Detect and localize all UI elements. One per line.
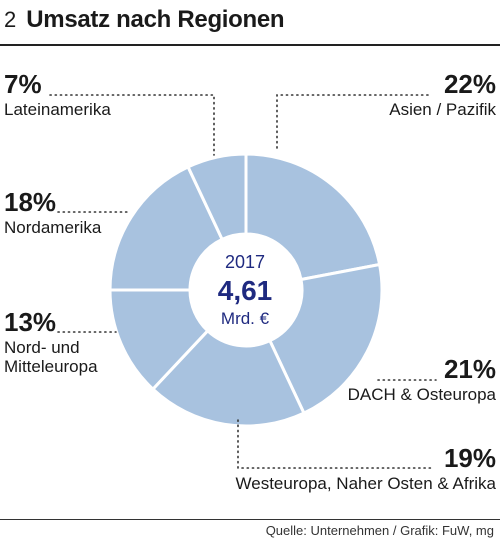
- slice-pct: 21%: [443, 354, 496, 384]
- slice-pct: 19%: [443, 443, 496, 473]
- donut-slice-dach-osteuropa: [267, 262, 384, 416]
- label-asien-pazifik: 22% Asien / Pazifik: [389, 69, 496, 119]
- center-value: 4,61: [217, 275, 273, 306]
- center-year: 2017: [224, 252, 266, 272]
- leader-westeuropa: [237, 419, 435, 469]
- label-dach-osteuropa: 21% DACH & Osteuropa: [347, 354, 496, 404]
- label-nord-mitteleuropa: 13% Nord- und Mitteleuropa: [4, 307, 114, 377]
- header-rule: [0, 44, 500, 46]
- label-lateinamerika: 7% Lateinamerika: [4, 69, 111, 119]
- donut-slices: [108, 152, 384, 428]
- slice-pct: 13%: [4, 307, 57, 337]
- slice-pct: 22%: [443, 69, 496, 99]
- chart-header: 2 Umsatz nach Regionen: [4, 6, 285, 40]
- donut-slice-nordamerika: [108, 164, 225, 292]
- source-note: Quelle: Unternehmen / Grafik: FuW, mg: [265, 523, 494, 538]
- donut-slice-westeuropa-naher-osten-afrika: [150, 328, 306, 428]
- donut-slice-lateinamerika: [186, 152, 248, 242]
- slice-name: Westeuropa, Naher Osten & Afrika: [235, 473, 496, 493]
- label-nordamerika: 18% Nordamerika: [4, 187, 102, 237]
- slice-name: DACH & Osteuropa: [347, 384, 496, 404]
- leader-lines: [49, 94, 437, 469]
- label-westeuropa: 19% Westeuropa, Naher Osten & Afrika: [235, 443, 496, 493]
- chart-title: Umsatz nach Regionen: [26, 6, 285, 33]
- leader-lateinamerika: [49, 94, 215, 156]
- slice-name: Nord- und Mitteleuropa: [4, 337, 98, 377]
- slice-name: Nordamerika: [4, 217, 102, 237]
- leader-asien: [276, 94, 429, 149]
- center-unit: Mrd. €: [220, 309, 270, 328]
- slice-pct: 18%: [4, 187, 57, 217]
- chart-number: 2: [4, 7, 17, 32]
- slice-name: Lateinamerika: [4, 99, 111, 119]
- donut-slice-asien-pazifik: [244, 152, 382, 282]
- donut-center: 2017 4,61 Mrd. €: [195, 252, 295, 329]
- slice-name: Asien / Pazifik: [389, 99, 496, 119]
- slice-pct: 7%: [4, 69, 42, 99]
- donut-chart: [49, 94, 437, 469]
- footer-rule: [0, 519, 500, 520]
